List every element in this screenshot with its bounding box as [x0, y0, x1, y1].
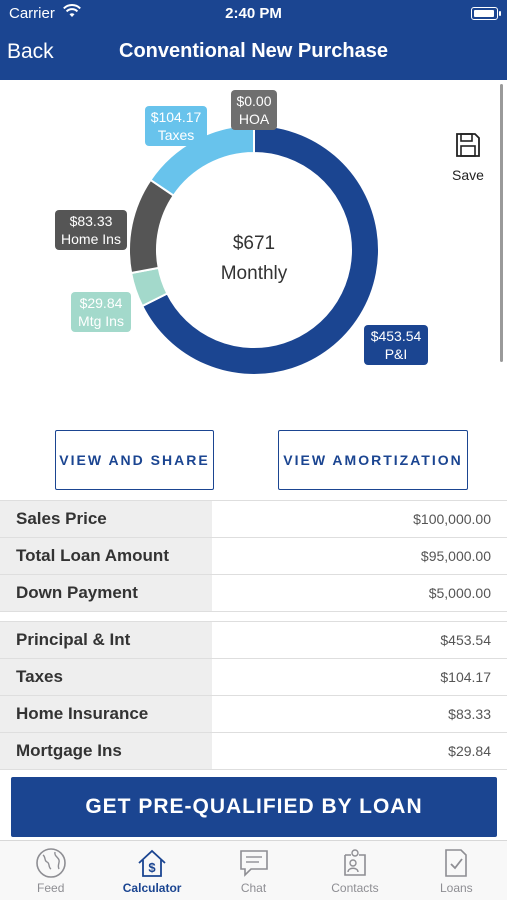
tab-label: Calculator: [122, 881, 182, 895]
view-and-share-button[interactable]: VIEW AND SHARE: [55, 430, 214, 490]
house-dollar-icon: $: [136, 847, 168, 879]
table-row: Home Insurance $83.33: [0, 696, 507, 733]
row-label: Total Loan Amount: [0, 538, 212, 574]
slice-label-mtg-ins: $29.84 Mtg Ins: [71, 292, 131, 332]
chart-center-label: Monthly: [220, 263, 288, 284]
slice-amount-hoa: $0.00: [236, 93, 272, 109]
page-title-text: Conventional New Purchase: [119, 40, 388, 62]
tab-contacts[interactable]: Contacts: [304, 841, 405, 900]
slice-amount-home-ins: $83.33: [69, 213, 113, 229]
slice-label-taxes: $104.17 Taxes: [145, 106, 207, 146]
section-gap: [0, 612, 507, 622]
globe-icon: [35, 847, 67, 879]
table-row: Principal & Int $453.54: [0, 622, 507, 659]
table-row: Taxes $104.17: [0, 659, 507, 696]
table-row: Down Payment $5,000.00: [0, 575, 507, 612]
row-value: $5,000.00: [428, 585, 491, 601]
slice-name-pi: P&I: [384, 346, 408, 362]
row-label: Sales Price: [0, 501, 212, 537]
row-label: Taxes: [0, 659, 212, 695]
row-label: Mortgage Ins: [0, 733, 212, 769]
row-value: $95,000.00: [420, 548, 491, 564]
slice-label-hoa: $0.00 HOA: [231, 90, 277, 130]
svg-text:$: $: [148, 860, 156, 875]
slice-label-pi: $453.54 P&I: [364, 325, 428, 365]
battery-icon: [471, 7, 501, 20]
row-label: Principal & Int: [0, 622, 212, 658]
contacts-icon: [339, 847, 371, 879]
tab-calculator[interactable]: $ Calculator: [101, 841, 202, 900]
slice-name-home-ins: Home Ins: [61, 231, 121, 247]
donut-slice-pi: [140, 123, 380, 376]
row-label: Home Insurance: [0, 696, 212, 732]
row-value: $29.84: [448, 743, 491, 759]
tab-chat[interactable]: Chat: [203, 841, 304, 900]
donut-slice-home: [128, 178, 176, 275]
slice-name-taxes: Taxes: [157, 127, 195, 143]
row-value: $453.54: [440, 632, 491, 648]
table-row: Sales Price $100,000.00: [0, 501, 507, 538]
slice-label-home-ins: $83.33 Home Ins: [55, 210, 127, 250]
tab-label: Contacts: [331, 881, 379, 895]
clock: 2:40 PM: [225, 5, 282, 22]
save-label: Save: [452, 167, 484, 183]
row-value: $100,000.00: [413, 511, 491, 527]
scrollbar[interactable]: [500, 84, 503, 362]
status-bar: Carrier 2:40 PM: [0, 0, 507, 30]
get-pre-qualified-button[interactable]: GET PRE-QUALIFIED BY LOAN: [11, 777, 497, 837]
slice-amount-taxes: $104.17: [150, 109, 202, 125]
carrier-label: Carrier: [9, 5, 55, 22]
tab-label: Feed: [37, 881, 65, 895]
loan-details-table: Sales Price $100,000.00 Total Loan Amoun…: [0, 500, 507, 770]
tab-loans[interactable]: Loans: [406, 841, 507, 900]
slice-amount-pi: $453.54: [370, 328, 422, 344]
row-value: $104.17: [440, 669, 491, 685]
floppy-disk-icon: [455, 133, 481, 162]
view-amortization-button[interactable]: VIEW AMORTIZATION: [278, 430, 468, 490]
tab-feed[interactable]: Feed: [0, 841, 101, 900]
slice-name-mtg-ins: Mtg Ins: [78, 313, 124, 329]
wifi-icon: [63, 4, 81, 22]
table-row: Mortgage Ins $29.84: [0, 733, 507, 770]
row-value: $83.33: [448, 706, 491, 722]
slice-amount-mtg-ins: $29.84: [79, 295, 123, 311]
page-title: Conventional New Purchase: [0, 40, 507, 63]
divider: [0, 500, 507, 501]
chat-bubble-icon: [238, 847, 270, 879]
tab-bar: Feed $ Calculator Chat: [0, 840, 507, 900]
payment-chart: $671 Monthly $104.17 Taxes $0.00 HOA $83…: [0, 80, 507, 420]
chart-center-amount: $671: [232, 233, 276, 254]
back-button[interactable]: Back: [7, 40, 54, 63]
nav-header: Carrier 2:40 PM Back Conventional New Pu…: [0, 0, 507, 80]
row-label: Down Payment: [0, 575, 212, 611]
slice-name-hoa: HOA: [238, 111, 270, 127]
tab-label: Loans: [439, 881, 473, 895]
table-row: Total Loan Amount $95,000.00: [0, 538, 507, 575]
tab-label: Chat: [240, 881, 267, 895]
document-check-icon: [440, 847, 472, 879]
save-button[interactable]: Save: [446, 132, 490, 183]
